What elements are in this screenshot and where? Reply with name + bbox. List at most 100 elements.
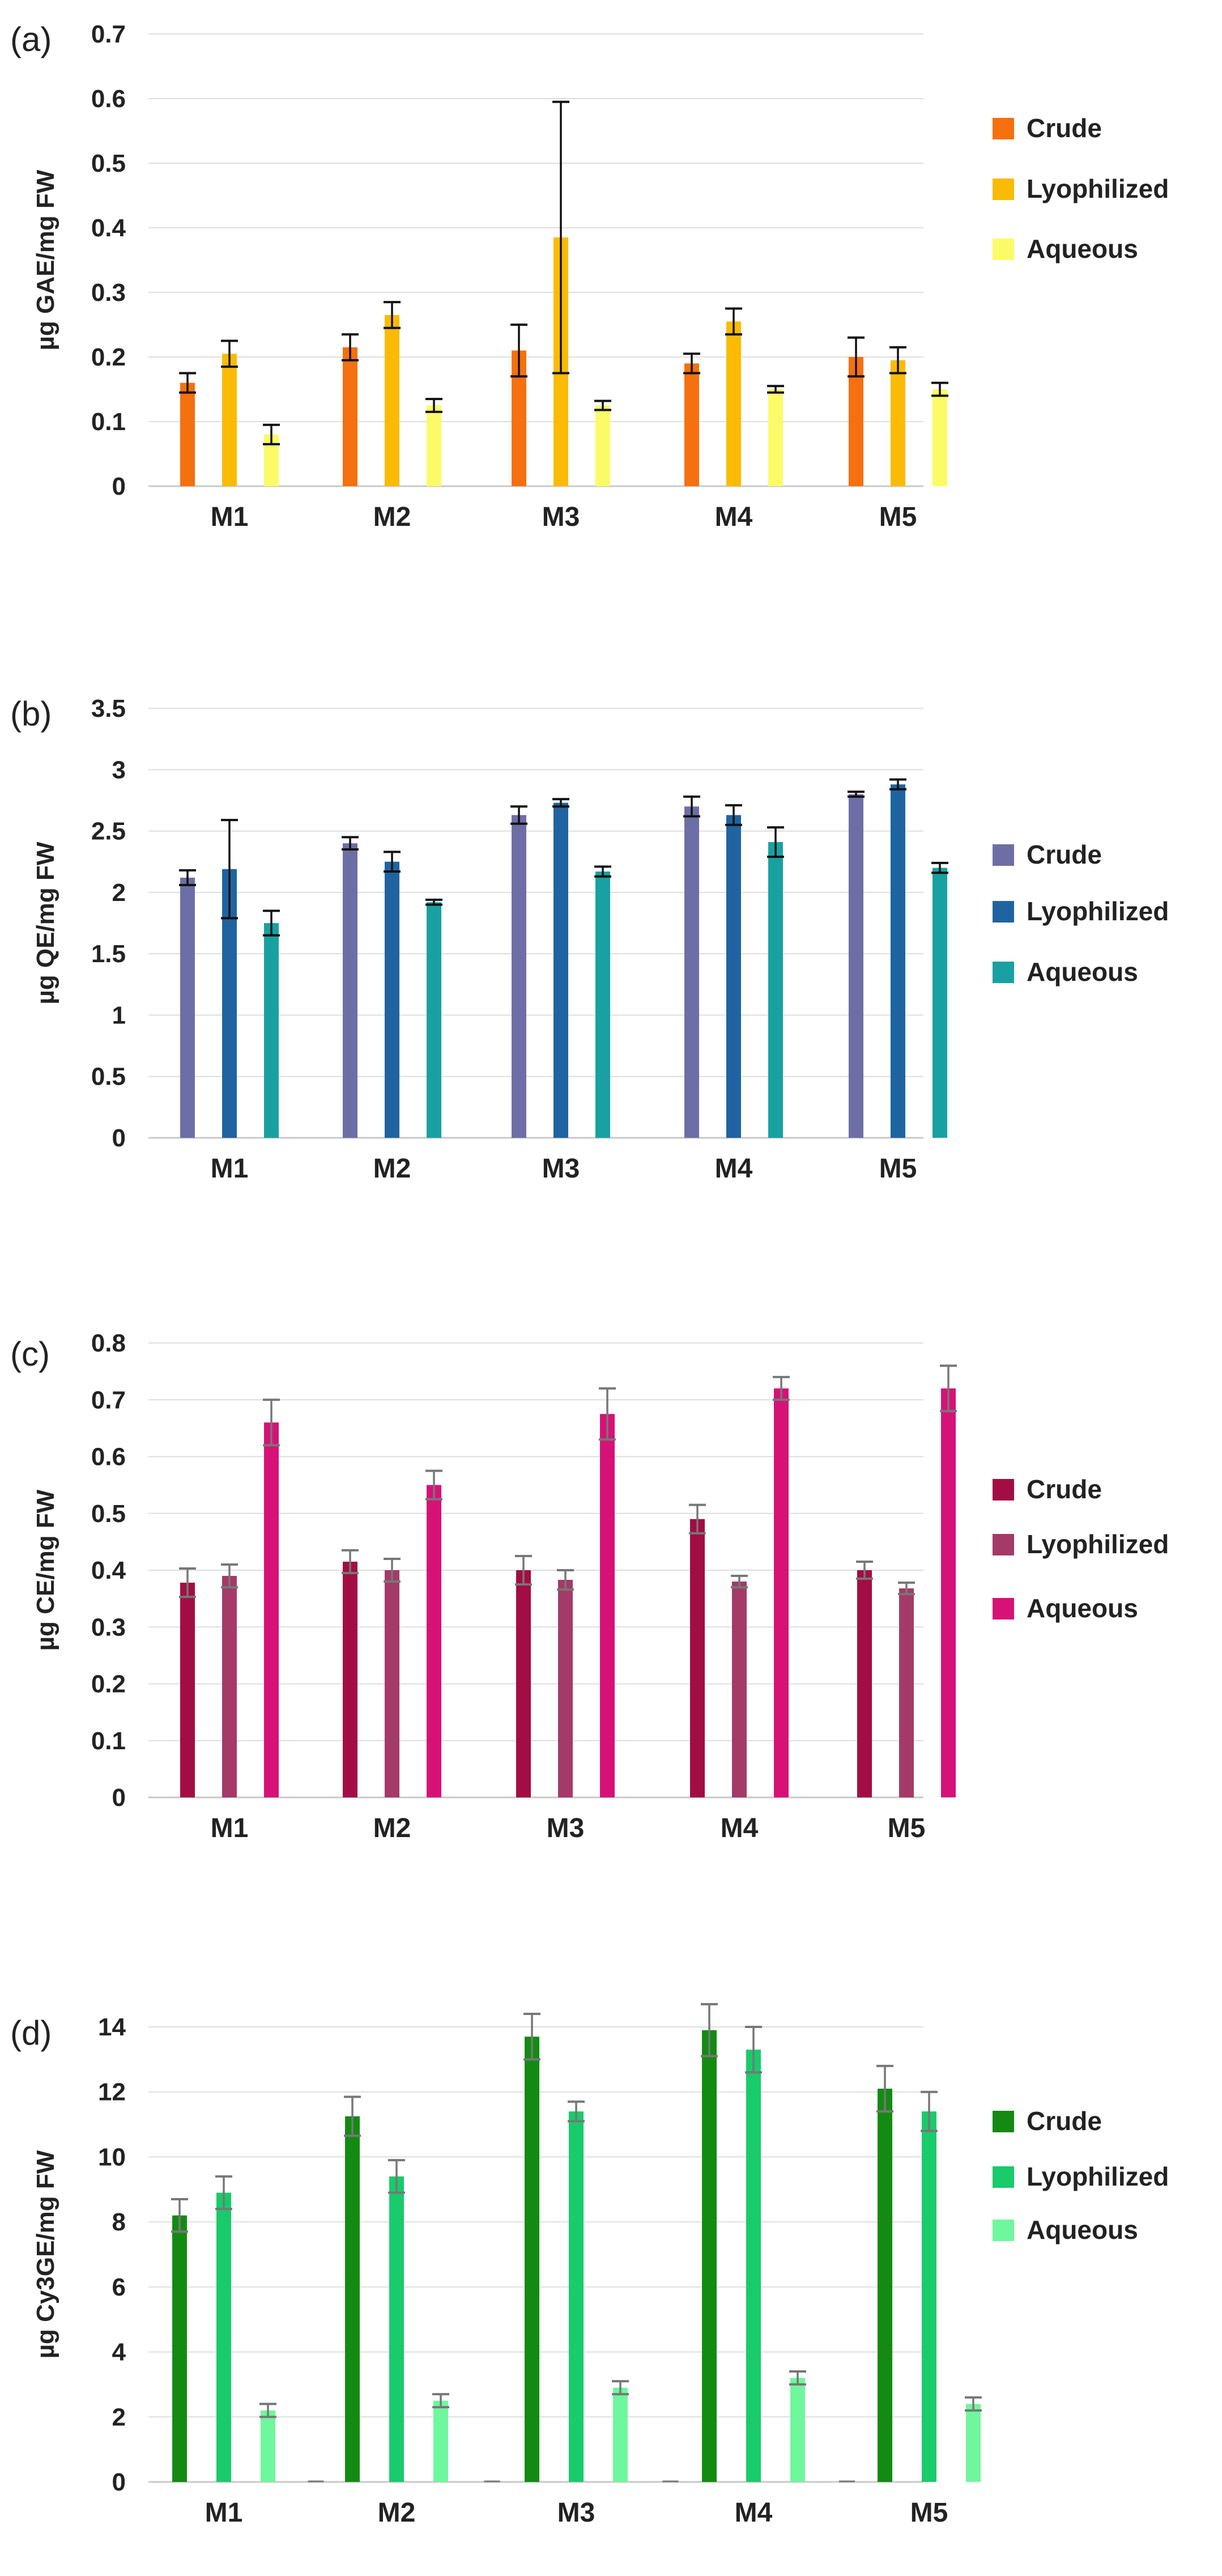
y-tick-label: 10 (98, 2143, 126, 2171)
legend-entry: Crude (1027, 840, 1102, 869)
legend-entry: Crude (1027, 113, 1102, 143)
y-tick-label: 2 (112, 879, 126, 907)
bar (690, 1519, 705, 1797)
chart-panel-a: (a) 0 0.1 0.2 0.3 0.4 0.5 0.6 0.7 µg GAE/mg FW M1 M… (10, 20, 1169, 532)
bar (512, 815, 526, 1138)
bar (558, 1580, 573, 1797)
bar (726, 321, 741, 486)
x-tick-label: M3 (547, 1813, 585, 1843)
x-tick-label: M3 (542, 502, 580, 532)
bar (389, 2176, 404, 2482)
bar (600, 1414, 615, 1797)
x-tick-label: M5 (879, 1154, 917, 1184)
bar (343, 843, 357, 1138)
y-tick-label: 0 (112, 1784, 126, 1812)
bar (702, 2030, 717, 2482)
bar (385, 314, 399, 486)
bar (746, 2050, 761, 2482)
y-tick-label: 0.1 (91, 408, 126, 436)
bar (433, 2400, 448, 2482)
y-tick-label: 0.8 (91, 1329, 126, 1357)
legend-entry: Lyophilized (1027, 174, 1169, 203)
legend-entry: Aqueous (1027, 234, 1138, 263)
y-tick-label: 8 (112, 2208, 126, 2236)
bar (849, 794, 863, 1138)
bar (516, 1570, 531, 1797)
bar (726, 815, 741, 1138)
bar (790, 2378, 805, 2482)
bar (180, 877, 195, 1138)
y-tick-label: 0.5 (91, 1063, 126, 1091)
x-tick-label: M1 (205, 2498, 243, 2528)
bar (922, 2111, 936, 2482)
bar (684, 363, 699, 486)
bar (732, 1582, 747, 1797)
bar (343, 347, 357, 486)
y-axis-label: µg CE/mg FW (32, 1489, 59, 1651)
bar (891, 360, 905, 486)
bar (569, 2111, 584, 2482)
legend-entry: Crude (1027, 1474, 1102, 1504)
y-tick-label: 2 (112, 2403, 126, 2431)
y-tick-label: 2.5 (91, 818, 126, 845)
y-tick-label: 0.4 (91, 1557, 126, 1584)
y-tick-label: 14 (98, 2013, 126, 2041)
bar (261, 2410, 275, 2482)
bar (613, 2387, 628, 2482)
x-tick-label: M2 (373, 502, 411, 532)
y-tick-label: 0.5 (91, 150, 126, 177)
panel-label: (b) (10, 695, 52, 733)
x-tick-label: M5 (888, 1813, 926, 1843)
legend-swatch (993, 962, 1014, 983)
legend-swatch (993, 2220, 1014, 2241)
y-tick-label: 3.5 (91, 695, 126, 722)
x-tick-label: M1 (211, 1813, 249, 1843)
legend-swatch (993, 239, 1014, 260)
x-tick-label: M5 (910, 2498, 948, 2528)
legend-swatch (993, 1479, 1014, 1500)
y-tick-label: 3 (112, 756, 126, 784)
bar (941, 1388, 956, 1797)
x-tick-label: M1 (211, 502, 249, 532)
y-tick-label: 0.3 (91, 279, 126, 307)
legend-swatch (993, 2111, 1014, 2132)
bar (222, 1576, 237, 1797)
legend-entry: Crude (1027, 2106, 1102, 2136)
y-axis-label: µg GAE/mg FW (32, 169, 59, 350)
y-axis-label: µg QE/mg FW (32, 841, 59, 1004)
legend-entry: Aqueous (1027, 2215, 1138, 2245)
bar (774, 1388, 789, 1797)
bar (345, 2116, 360, 2482)
bar (172, 2215, 187, 2482)
bar (891, 784, 905, 1138)
bar (427, 902, 441, 1138)
bar (216, 2192, 231, 2482)
y-tick-label: 0.6 (91, 1443, 126, 1471)
x-tick-label: M4 (735, 2498, 773, 2528)
chart-panel-c: (c) 0 0.1 0.2 0.3 0.4 0.5 0.6 0.7 0.8 µg CE/mg FW M… (10, 1329, 1169, 1843)
bar (684, 806, 699, 1138)
y-tick-label: 0.2 (91, 343, 126, 371)
y-tick-label: 0.7 (91, 1386, 126, 1414)
bar (385, 1570, 399, 1797)
x-tick-label: M1 (211, 1154, 249, 1184)
y-tick-label: 4 (112, 2339, 126, 2366)
x-tick-label: M4 (715, 502, 753, 532)
y-tick-label: 0 (112, 1124, 126, 1152)
y-tick-label: 0 (112, 473, 126, 500)
x-tick-label: M2 (378, 2498, 416, 2528)
legend-swatch (993, 844, 1014, 866)
bar (933, 389, 947, 486)
bar (222, 354, 237, 486)
legend-entry: Lyophilized (1027, 1529, 1169, 1559)
y-tick-label: 0.3 (91, 1613, 126, 1641)
panel-label: (a) (10, 20, 52, 58)
x-tick-label: M3 (557, 2498, 595, 2528)
chart-panel-d: (d) 0 2 4 6 8 10 12 14 µg Cy3GE/mg FW M1 M2 M3 M4 M5 Cr… (10, 2003, 1169, 2528)
y-tick-label: 0.4 (91, 214, 126, 242)
bar (857, 1570, 872, 1797)
bar (427, 405, 441, 486)
y-tick-label: 1.5 (91, 940, 126, 968)
legend-swatch (993, 1598, 1014, 1619)
